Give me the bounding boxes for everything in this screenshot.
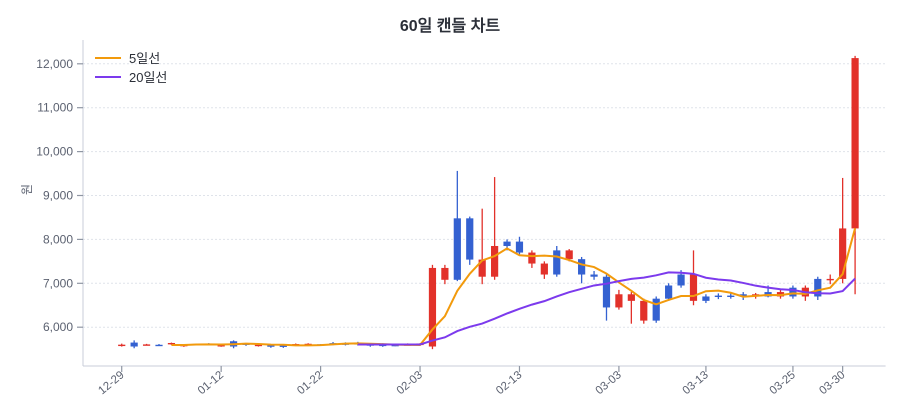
svg-text:01-12: 01-12 bbox=[196, 369, 226, 397]
svg-text:6,000: 6,000 bbox=[43, 320, 73, 334]
svg-text:9,000: 9,000 bbox=[43, 189, 73, 203]
svg-text:01-22: 01-22 bbox=[295, 369, 325, 397]
svg-text:03-13: 03-13 bbox=[681, 369, 711, 397]
svg-text:8,000: 8,000 bbox=[43, 232, 73, 246]
svg-text:03-03: 03-03 bbox=[594, 369, 624, 397]
svg-text:7,000: 7,000 bbox=[43, 276, 73, 290]
svg-text:12-29: 12-29 bbox=[96, 369, 126, 397]
svg-text:11,000: 11,000 bbox=[37, 101, 73, 115]
svg-text:02-03: 02-03 bbox=[395, 369, 425, 397]
svg-text:12,000: 12,000 bbox=[36, 57, 73, 71]
svg-text:03-30: 03-30 bbox=[817, 369, 847, 397]
svg-text:02-13: 02-13 bbox=[494, 369, 524, 397]
svg-text:03-25: 03-25 bbox=[768, 369, 798, 397]
svg-text:10,000: 10,000 bbox=[36, 145, 73, 159]
